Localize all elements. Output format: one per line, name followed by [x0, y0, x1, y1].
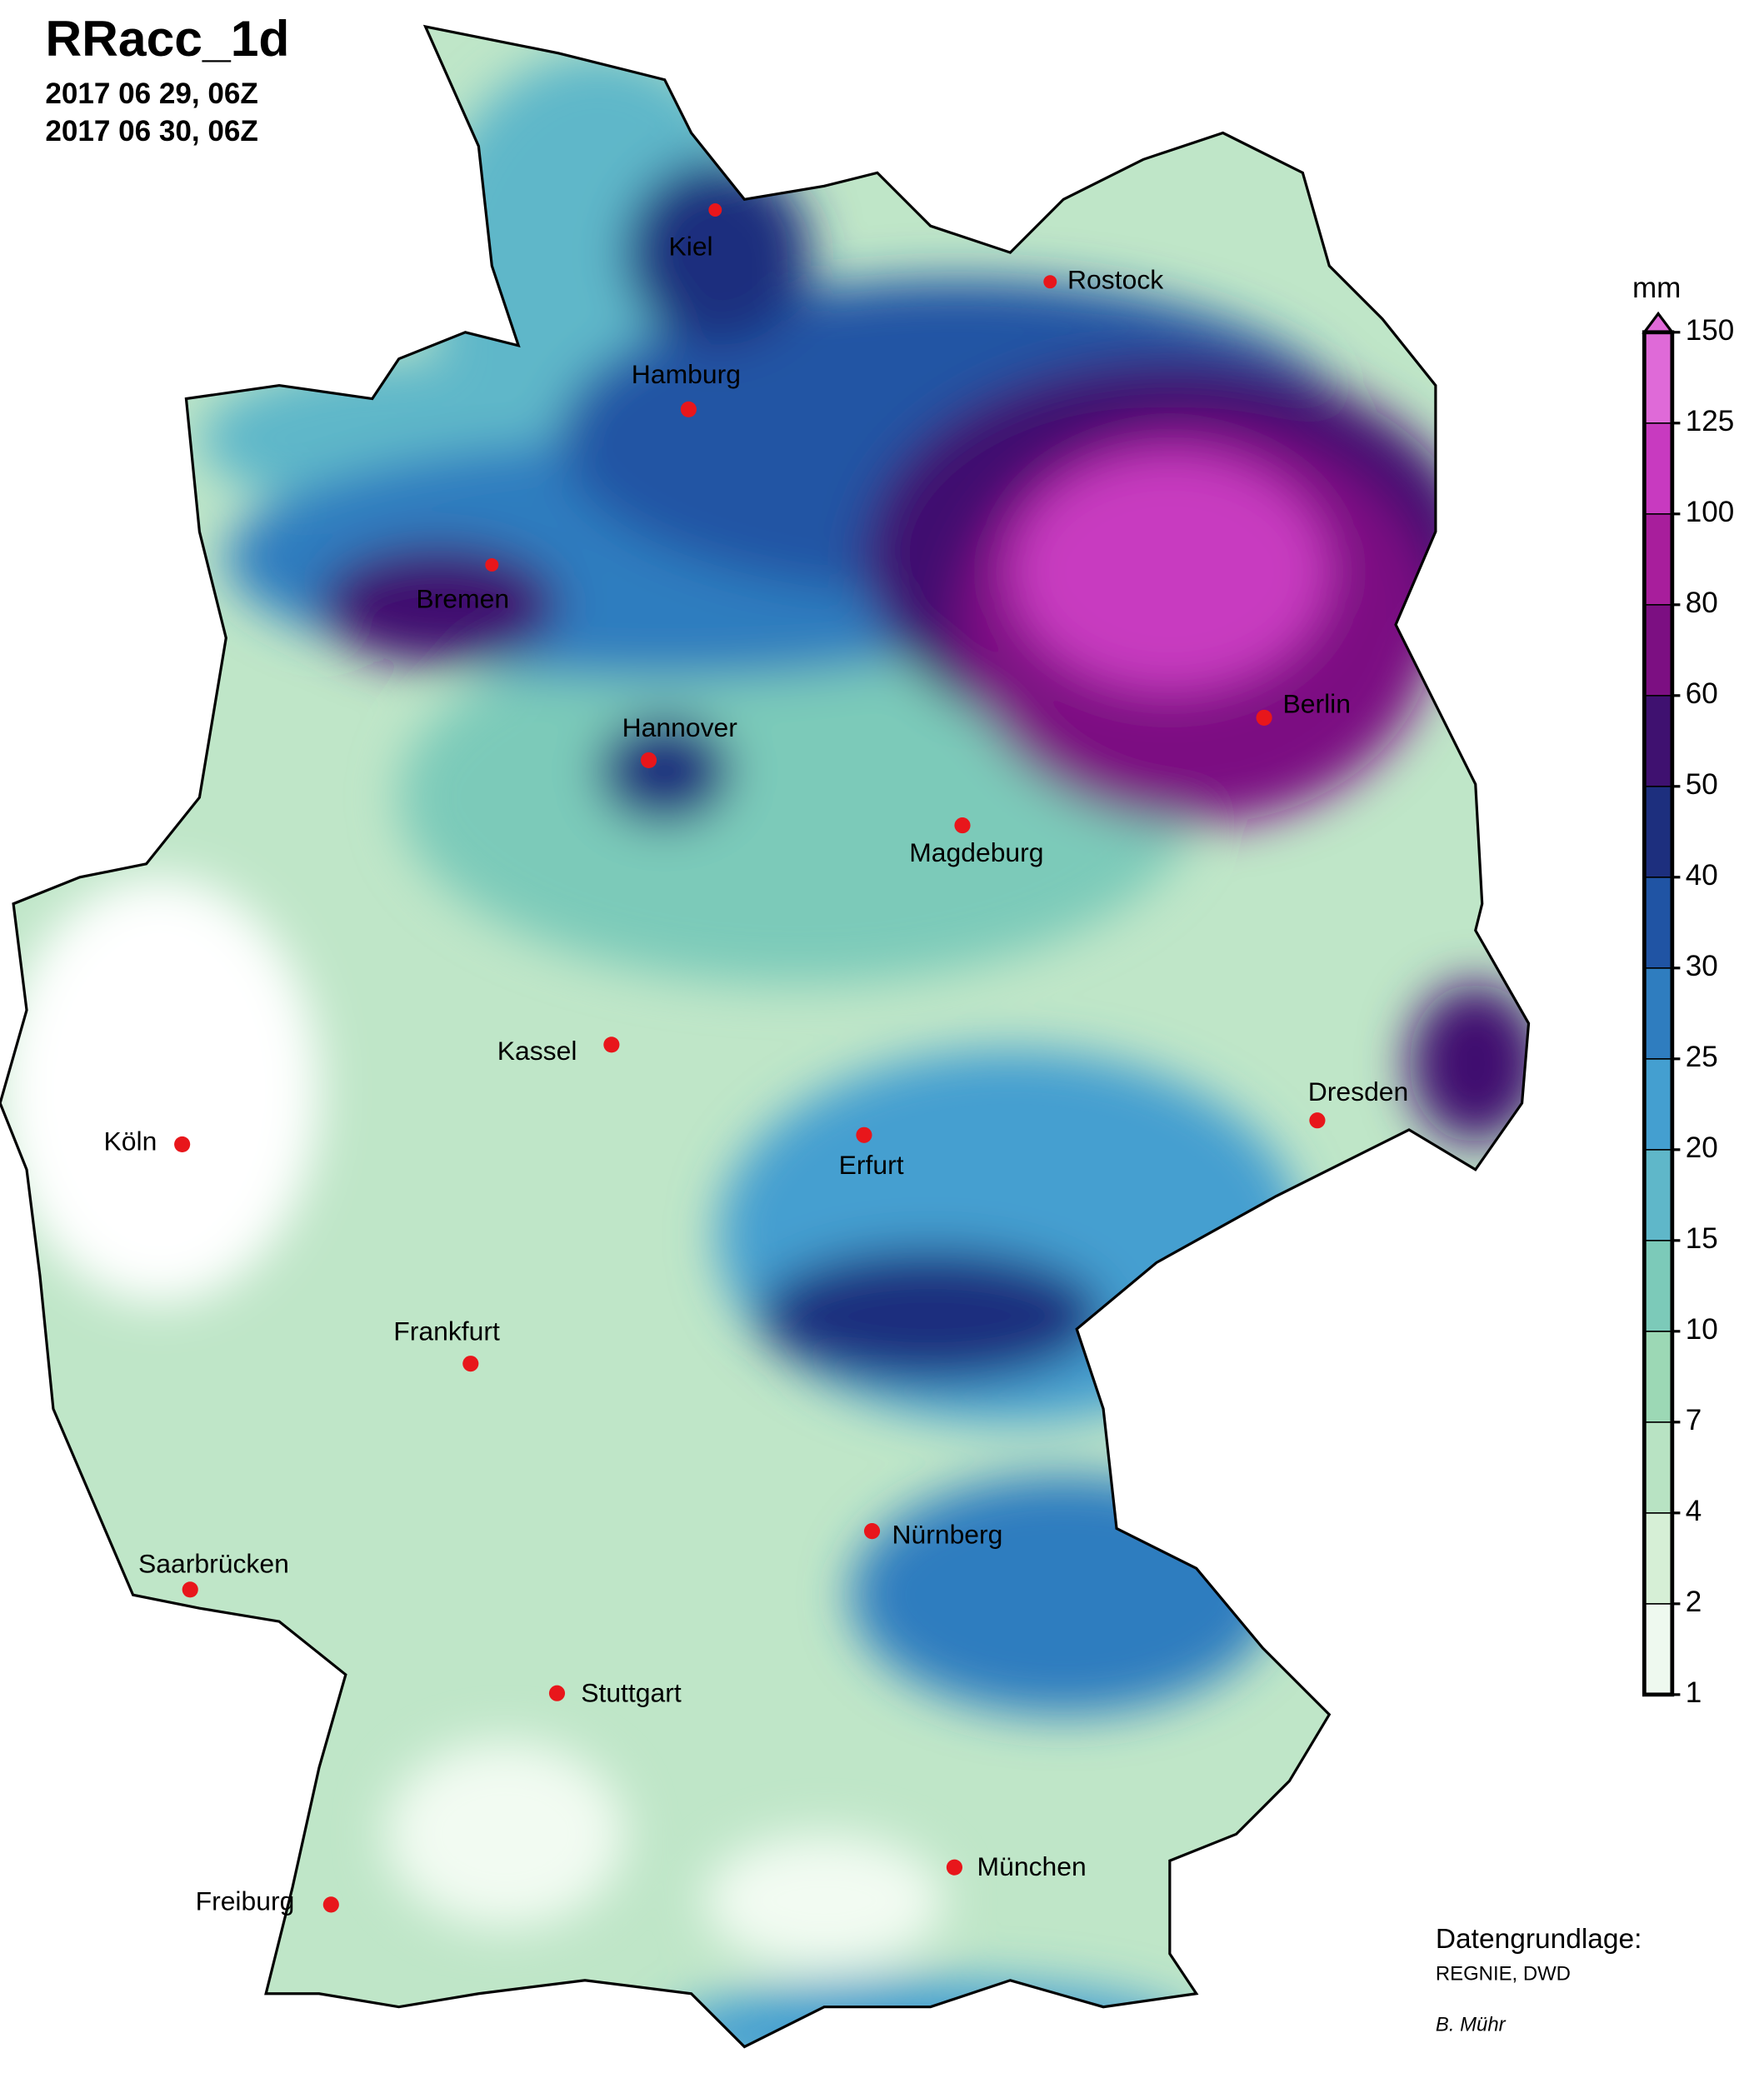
city-label: Stuttgart [581, 1677, 682, 1707]
legend-tick-label: 125 [1686, 405, 1735, 437]
city-dot [640, 752, 657, 769]
legend-frame [1642, 330, 1675, 1697]
city-label: Hannover [622, 712, 738, 742]
city-dot [603, 1037, 620, 1053]
city-label: Frankfurt [393, 1316, 500, 1346]
city-label: Nürnberg [892, 1519, 1002, 1549]
legend-swatch [1643, 1240, 1673, 1332]
legend-swatch [1643, 877, 1673, 969]
city-dot [680, 401, 697, 417]
date-end: 2017 06 30, 06Z [45, 115, 257, 147]
legend-swatch [1643, 1058, 1673, 1151]
city-label: Bremen [416, 583, 509, 613]
city-dot [954, 817, 971, 834]
legend-swatch [1643, 422, 1673, 515]
date-start: 2017 06 29, 06Z [45, 77, 257, 110]
legend-tick-label: 30 [1686, 950, 1718, 982]
city-label: Magdeburg [909, 837, 1043, 867]
legend-swatch [1643, 1421, 1673, 1514]
legend-swatch [1643, 967, 1673, 1060]
city-label: Erfurt [839, 1150, 904, 1180]
legend-swatch [1643, 331, 1673, 424]
city-dot [1309, 1112, 1326, 1129]
border [0, 24, 1531, 2049]
legend-swatch [1643, 1149, 1673, 1241]
city-label: Berlin [1282, 688, 1351, 718]
city-dot [1256, 709, 1272, 726]
legend-swatch [1643, 1512, 1673, 1605]
city-dot [485, 557, 499, 572]
legend-swatch [1643, 1603, 1673, 1696]
city-label: Hamburg [632, 359, 741, 389]
legend-tick-label: 40 [1686, 859, 1718, 892]
legend-tick-label: 80 [1686, 587, 1718, 619]
city-label: Saarbrücken [138, 1549, 289, 1579]
legend-swatch [1643, 512, 1673, 606]
source: REGNIE, DWD [1436, 1963, 1571, 1986]
author: B. Mühr [1436, 2013, 1507, 2036]
legend-swatch [1643, 604, 1673, 697]
city-label: Freiburg [196, 1886, 295, 1916]
city-dot [548, 1685, 566, 1701]
legend-tick-label: 1 [1686, 1676, 1702, 1709]
precipitation-field [0, 26, 1529, 2047]
city-dot [708, 203, 722, 217]
legend-tick-label: 20 [1686, 1131, 1718, 1164]
city-dot [946, 1859, 963, 1876]
city-dot [182, 1581, 198, 1598]
legend-tick-label: 50 [1686, 768, 1718, 801]
city-dot [174, 1136, 191, 1153]
source-label: Datengrundlage: [1436, 1924, 1642, 1955]
legend-tick-label: 60 [1686, 677, 1718, 710]
legend-tick-label: 100 [1686, 496, 1735, 528]
city-dot [1043, 275, 1057, 289]
city-dot [322, 1896, 339, 1913]
map-title: RRacc_1d [45, 10, 289, 67]
city-dot [863, 1523, 881, 1540]
city-label: Kassel [497, 1036, 577, 1066]
city-dot [856, 1126, 872, 1143]
legend-tick-label: 15 [1686, 1222, 1718, 1255]
legend-swatch [1643, 786, 1673, 878]
city-label: München [977, 1851, 1087, 1881]
legend-unit: mm [1632, 272, 1681, 304]
city-dot [462, 1356, 479, 1372]
legend-swatch [1643, 695, 1673, 787]
legend-swatch [1643, 1331, 1673, 1423]
legend-tick-label: 2 [1686, 1586, 1702, 1618]
cities: Kiel Rostock Hamburg Bremen Hannover Ber… [104, 203, 1409, 1916]
city-label: Rostock [1067, 265, 1163, 295]
legend-tick-label: 10 [1686, 1313, 1718, 1346]
city-label: Kiel [668, 232, 712, 262]
legend-arrow [1642, 311, 1676, 334]
legend-tick-label: 4 [1686, 1495, 1702, 1527]
legend-tick-label: 150 [1686, 314, 1735, 347]
city-label: Köln [104, 1126, 157, 1156]
city-label: Dresden [1308, 1076, 1409, 1106]
legend-tick-label: 25 [1686, 1041, 1718, 1073]
legend: mm 1 2 4 7 10 15 20 25 30 40 50 60 80 100 125 150 [1632, 272, 1734, 1709]
legend-tick-label: 7 [1686, 1404, 1702, 1436]
